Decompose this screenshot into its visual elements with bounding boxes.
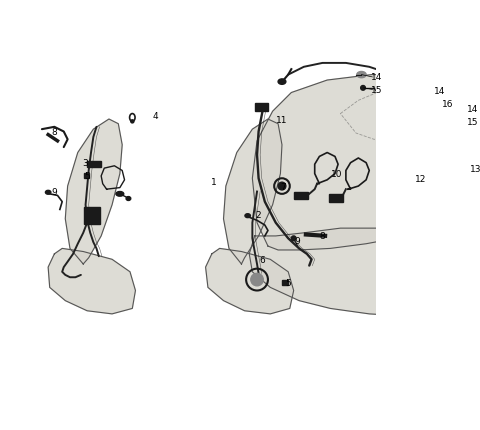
Bar xyxy=(294,192,308,200)
Polygon shape xyxy=(65,120,122,264)
Ellipse shape xyxy=(116,192,124,197)
Bar xyxy=(84,173,89,179)
Text: 14: 14 xyxy=(372,73,383,82)
Text: 15: 15 xyxy=(467,117,479,126)
Polygon shape xyxy=(224,120,282,264)
Text: 7: 7 xyxy=(281,182,287,191)
Text: 13: 13 xyxy=(469,164,480,173)
Text: 9: 9 xyxy=(295,237,300,246)
Text: 8: 8 xyxy=(320,232,325,241)
Ellipse shape xyxy=(278,80,286,85)
Polygon shape xyxy=(48,249,135,314)
Bar xyxy=(382,201,394,209)
Text: 8: 8 xyxy=(51,128,57,137)
Text: 4: 4 xyxy=(153,112,158,121)
Text: 14: 14 xyxy=(434,86,445,95)
Ellipse shape xyxy=(357,72,366,79)
Ellipse shape xyxy=(424,86,433,92)
Ellipse shape xyxy=(462,117,467,122)
Ellipse shape xyxy=(360,86,365,91)
Text: 11: 11 xyxy=(276,115,288,124)
Ellipse shape xyxy=(245,214,251,218)
Text: 3: 3 xyxy=(83,159,88,168)
Ellipse shape xyxy=(126,197,131,201)
Text: 5: 5 xyxy=(84,172,90,181)
Bar xyxy=(87,162,101,168)
Circle shape xyxy=(278,183,286,190)
Text: 9: 9 xyxy=(51,187,57,197)
Bar xyxy=(255,104,268,112)
Text: 2: 2 xyxy=(256,210,262,219)
Text: 15: 15 xyxy=(372,86,383,95)
Text: 14: 14 xyxy=(467,104,479,114)
Ellipse shape xyxy=(131,120,134,124)
Text: 16: 16 xyxy=(442,100,453,109)
Ellipse shape xyxy=(291,237,296,241)
Text: 5: 5 xyxy=(285,279,291,288)
Bar xyxy=(84,208,99,225)
Text: 10: 10 xyxy=(331,170,342,179)
Ellipse shape xyxy=(431,100,435,105)
Bar xyxy=(473,104,480,114)
Text: 12: 12 xyxy=(415,174,426,183)
Circle shape xyxy=(251,274,263,286)
Ellipse shape xyxy=(46,191,51,195)
Polygon shape xyxy=(249,229,480,316)
Bar xyxy=(477,235,480,244)
Polygon shape xyxy=(205,249,294,314)
Polygon shape xyxy=(252,75,480,250)
Bar xyxy=(282,280,288,286)
Bar xyxy=(329,194,343,202)
Ellipse shape xyxy=(455,104,464,110)
Text: 1: 1 xyxy=(211,178,216,187)
Text: 6: 6 xyxy=(260,255,265,264)
